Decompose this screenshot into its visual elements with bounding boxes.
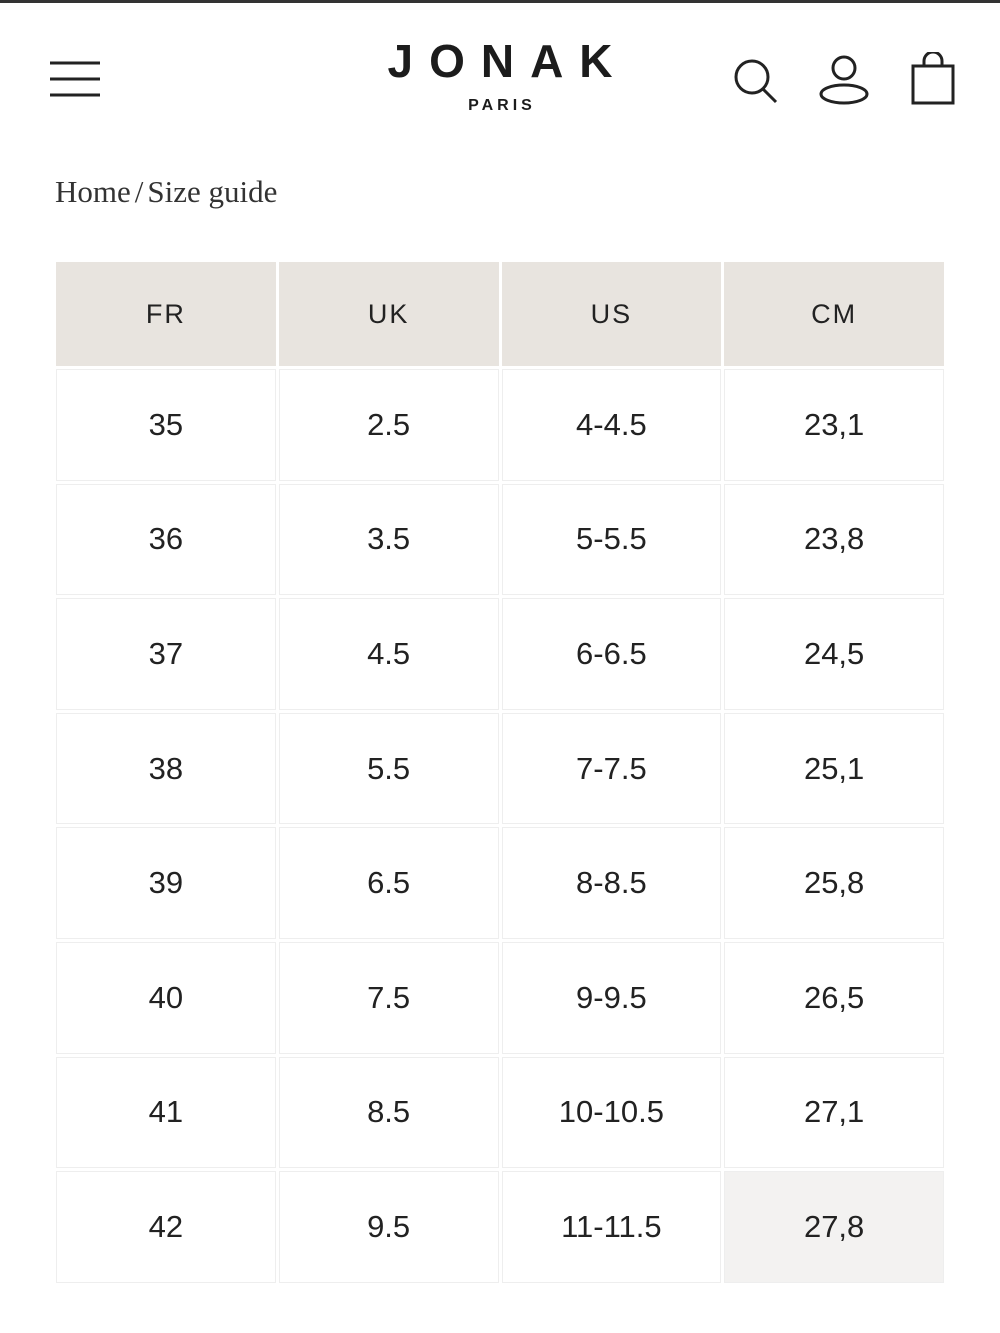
- table-cell: 9-9.5: [501, 941, 722, 1054]
- table-cell: 23,8: [724, 483, 944, 596]
- column-header: UK: [278, 262, 499, 366]
- table-cell: 39: [56, 827, 276, 939]
- table-cell: 25,1: [724, 712, 944, 825]
- table-cell: 4.5: [278, 598, 499, 710]
- table-cell: 27,1: [724, 1056, 944, 1169]
- table-cell: 7-7.5: [501, 712, 722, 825]
- table-cell: 25,8: [724, 827, 944, 939]
- table-cell: 4-4.5: [501, 369, 722, 481]
- breadcrumb-home[interactable]: Home: [55, 174, 131, 209]
- logo[interactable]: JONAK: [387, 35, 629, 87]
- table-cell: 35: [56, 369, 276, 481]
- table-cell: 10-10.5: [501, 1056, 722, 1169]
- menu-icon[interactable]: [50, 60, 102, 100]
- top-bar: [0, 0, 1000, 3]
- cart-icon[interactable]: [910, 52, 958, 108]
- table-cell: 3.5: [278, 483, 499, 596]
- table-cell: 2.5: [278, 369, 499, 481]
- table-cell: 27,8: [724, 1171, 944, 1283]
- column-header: FR: [56, 262, 276, 366]
- table-cell: 41: [56, 1056, 276, 1169]
- table-cell: 5.5: [278, 712, 499, 825]
- logo-tagline: PARIS: [468, 97, 536, 114]
- table-cell: 8.5: [278, 1056, 499, 1169]
- table-cell: 8-8.5: [501, 827, 722, 939]
- column-header: US: [501, 262, 722, 366]
- size-table: FR UK US CM 35 2.5 4-4.5 23,1 36 3.5 5-5.5 23,8 37 4.…: [56, 262, 944, 1283]
- table-cell: 42: [56, 1171, 276, 1283]
- table-cell: 36: [56, 483, 276, 596]
- table-cell: 23,1: [724, 369, 944, 481]
- table-cell: 38: [56, 712, 276, 825]
- table-cell: 7.5: [278, 941, 499, 1054]
- account-icon[interactable]: [818, 54, 872, 106]
- table-cell: 6.5: [278, 827, 499, 939]
- table-cell: 37: [56, 598, 276, 710]
- table-cell: 24,5: [724, 598, 944, 710]
- table-cell: 40: [56, 941, 276, 1054]
- breadcrumb: Home / Size guide: [55, 174, 277, 210]
- breadcrumb-current: Size guide: [147, 174, 278, 209]
- table-cell: 26,5: [724, 941, 944, 1054]
- table-cell: 11-11.5: [501, 1171, 722, 1283]
- column-header: CM: [724, 262, 944, 366]
- table-cell: 9.5: [278, 1171, 499, 1283]
- table-cell: 5-5.5: [501, 483, 722, 596]
- table-cell: 6-6.5: [501, 598, 722, 710]
- breadcrumb-separator: /: [134, 174, 144, 209]
- search-icon[interactable]: [732, 56, 782, 106]
